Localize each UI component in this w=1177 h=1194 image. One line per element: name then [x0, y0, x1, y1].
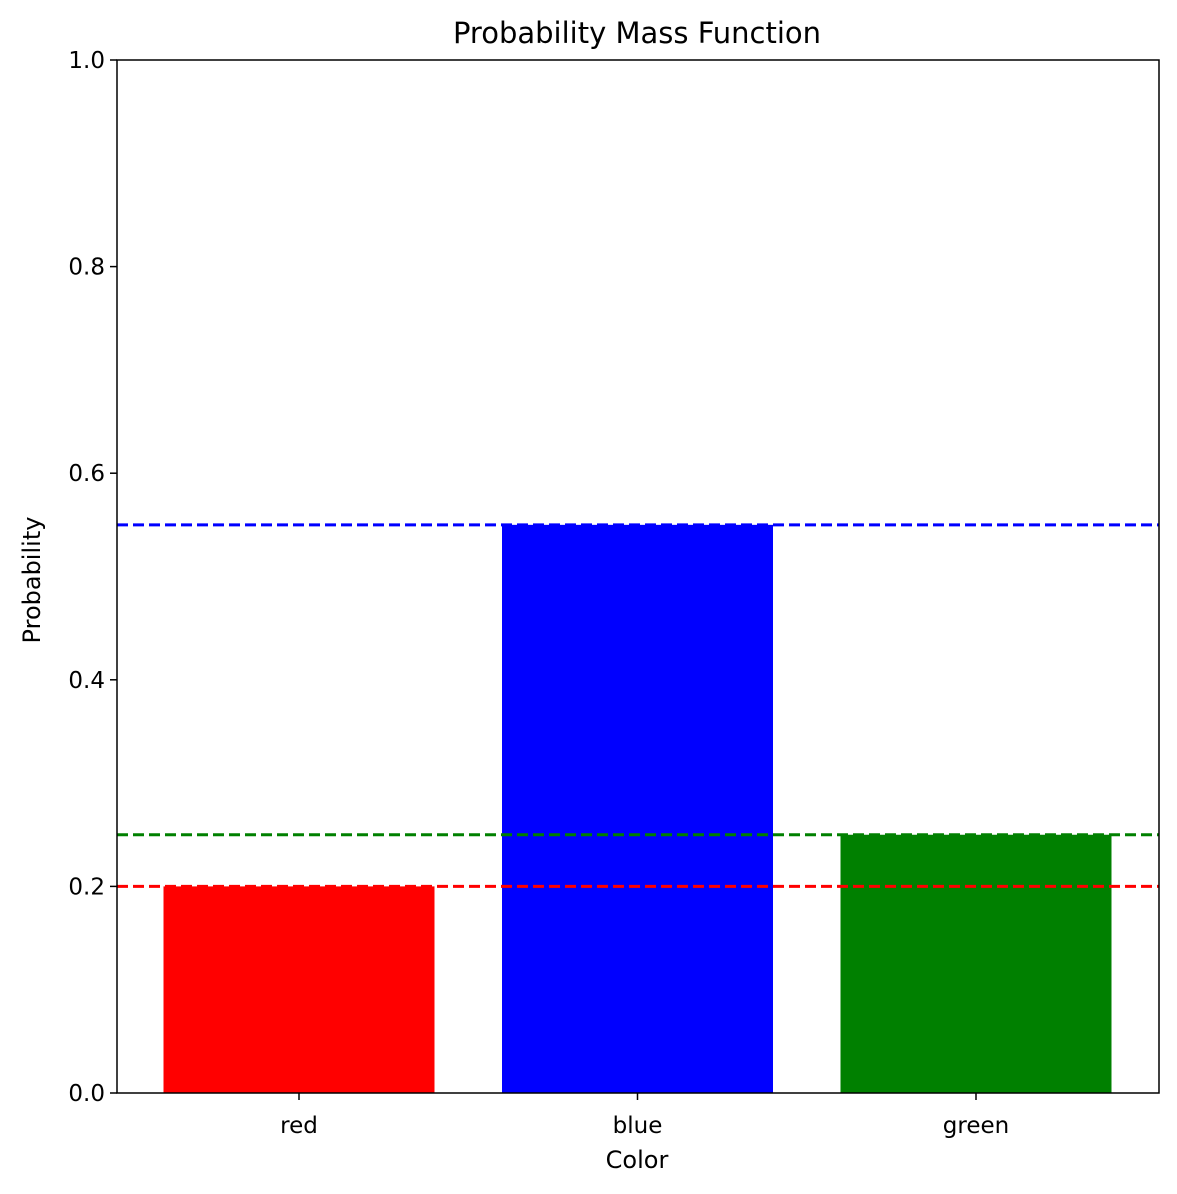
x-tick-label-red: red	[280, 1113, 318, 1139]
bar-blue	[502, 524, 773, 1093]
y-tick-label: 0.2	[68, 874, 105, 900]
y-tick-label: 0.6	[68, 461, 105, 487]
y-tick-label: 0.0	[68, 1081, 105, 1107]
bar-green	[840, 834, 1112, 1093]
x-axis-label: Color	[606, 1146, 669, 1174]
plot-area: red blue green 0.0 0.2 0.4 0.6 0.8 1.0	[68, 48, 1160, 1139]
axes-frame	[116, 59, 1160, 1094]
y-tick-label: 1.0	[68, 48, 105, 74]
y-tick-label: 0.8	[68, 255, 105, 281]
y-axis-label: Probability	[18, 517, 46, 644]
bar-red	[163, 886, 435, 1093]
chart-title: Probability Mass Function	[453, 16, 821, 50]
x-tick-label-blue: blue	[613, 1113, 663, 1139]
x-tick-label-green: green	[943, 1113, 1009, 1139]
y-tick-label: 0.4	[68, 668, 105, 694]
